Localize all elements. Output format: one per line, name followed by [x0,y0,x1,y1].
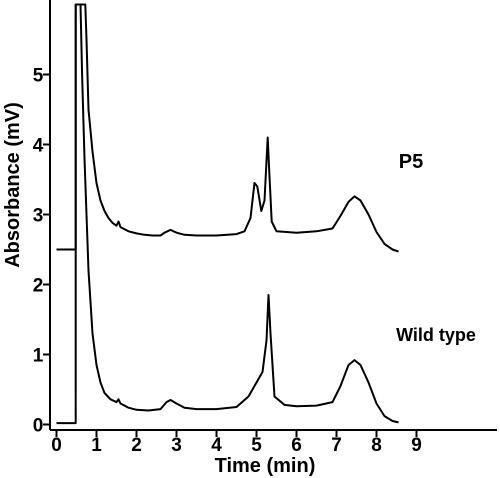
annotation-wild-type: Wild type [396,325,476,345]
x-tick-label: 8 [371,435,382,456]
x-tick-label: 3 [171,435,182,456]
y-tick-label: 3 [33,206,44,227]
x-axis-title: Time (min) [215,455,316,477]
y-tick-label: 5 [33,66,44,87]
x-ticks: 0 1 2 3 4 5 6 7 8 9 [51,430,422,456]
x-tick-label: 5 [251,435,262,456]
annotation-p5: P5 [399,151,423,173]
x-tick-label: 9 [411,435,422,456]
x-tick-label: 1 [91,435,102,456]
y-ticks: 0 1 2 3 4 5 [33,66,50,437]
x-tick-label: 0 [51,435,62,456]
y-axis-title: Absorbance (mV) [2,102,24,268]
y-tick-label: 0 [33,416,44,437]
y-tick-label: 4 [33,136,44,157]
x-tick-label: 7 [331,435,342,456]
x-tick-label: 6 [291,435,302,456]
x-tick-label: 2 [131,435,142,456]
series-line-p5 [56,3,399,253]
series-layer [56,3,399,425]
series-line-wild-type [56,3,399,425]
y-tick-label: 2 [33,276,44,297]
y-tick-label: 1 [33,346,44,367]
x-tick-label: 4 [211,435,222,456]
